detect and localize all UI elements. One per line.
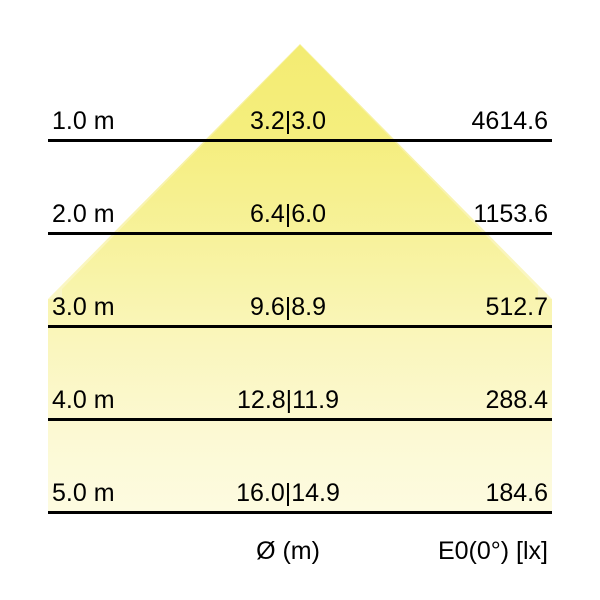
row-diameter-label: 12.8|11.9 — [237, 386, 339, 414]
beam-full-width-band — [48, 299, 552, 511]
row-diameter-label: 9.6|8.9 — [249, 293, 326, 321]
row-illuminance-label: 4614.6 — [471, 107, 548, 135]
row-illuminance-label: 512.7 — [485, 293, 548, 321]
row-rule — [48, 511, 552, 514]
illuminance-column-caption: E0(0°) [lx] — [437, 537, 548, 565]
row-illuminance-label: 288.4 — [485, 386, 548, 414]
row-distance-label: 3.0 m — [52, 293, 115, 321]
row-diameter-label: 16.0|14.9 — [236, 479, 340, 507]
row-distance-label: 1.0 m — [52, 107, 115, 135]
row-diameter-label: 3.2|3.0 — [249, 107, 326, 135]
row-illuminance-label: 184.6 — [485, 479, 548, 507]
row-distance-label: 4.0 m — [52, 386, 115, 414]
row-rule — [48, 232, 552, 235]
footer-captions: Ø (m) E0(0°) [lx] — [0, 536, 600, 570]
row-distance-label: 5.0 m — [52, 479, 115, 507]
row-rule — [48, 418, 552, 421]
row-distance-label: 2.0 m — [52, 200, 115, 228]
row-illuminance-label: 1153.6 — [473, 200, 548, 228]
row-rule — [48, 139, 552, 142]
diameter-column-caption: Ø (m) — [256, 537, 320, 565]
row-rule — [48, 325, 552, 328]
row-diameter-label: 6.4|6.0 — [249, 200, 326, 228]
